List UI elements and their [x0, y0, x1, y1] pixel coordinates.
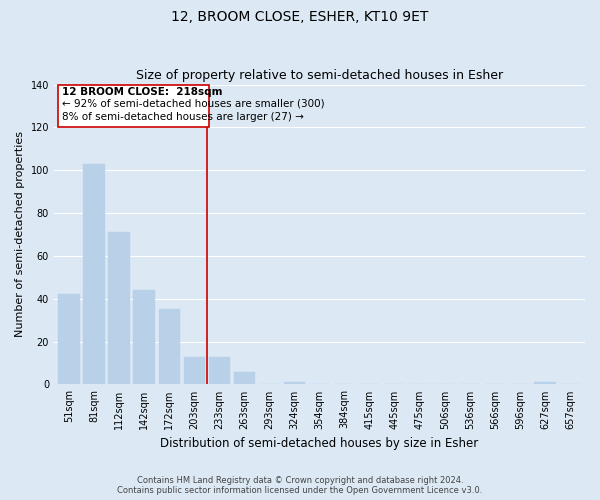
Text: 12, BROOM CLOSE, ESHER, KT10 9ET: 12, BROOM CLOSE, ESHER, KT10 9ET — [172, 10, 428, 24]
Bar — [83, 164, 104, 384]
Y-axis label: Number of semi-detached properties: Number of semi-detached properties — [15, 132, 25, 338]
Bar — [184, 356, 205, 384]
Bar — [534, 382, 556, 384]
Text: 12 BROOM CLOSE:  218sqm: 12 BROOM CLOSE: 218sqm — [62, 87, 223, 97]
Text: ← 92% of semi-detached houses are smaller (300): ← 92% of semi-detached houses are smalle… — [62, 99, 325, 109]
Text: Contains HM Land Registry data © Crown copyright and database right 2024.
Contai: Contains HM Land Registry data © Crown c… — [118, 476, 482, 495]
Bar — [133, 290, 155, 384]
Text: 8% of semi-detached houses are larger (27) →: 8% of semi-detached houses are larger (2… — [62, 112, 304, 122]
Bar — [58, 294, 80, 384]
Bar — [284, 382, 305, 384]
Bar — [209, 356, 230, 384]
Bar — [233, 372, 255, 384]
Bar — [158, 310, 180, 384]
Bar — [109, 232, 130, 384]
X-axis label: Distribution of semi-detached houses by size in Esher: Distribution of semi-detached houses by … — [160, 437, 479, 450]
Title: Size of property relative to semi-detached houses in Esher: Size of property relative to semi-detach… — [136, 69, 503, 82]
FancyBboxPatch shape — [58, 84, 209, 128]
